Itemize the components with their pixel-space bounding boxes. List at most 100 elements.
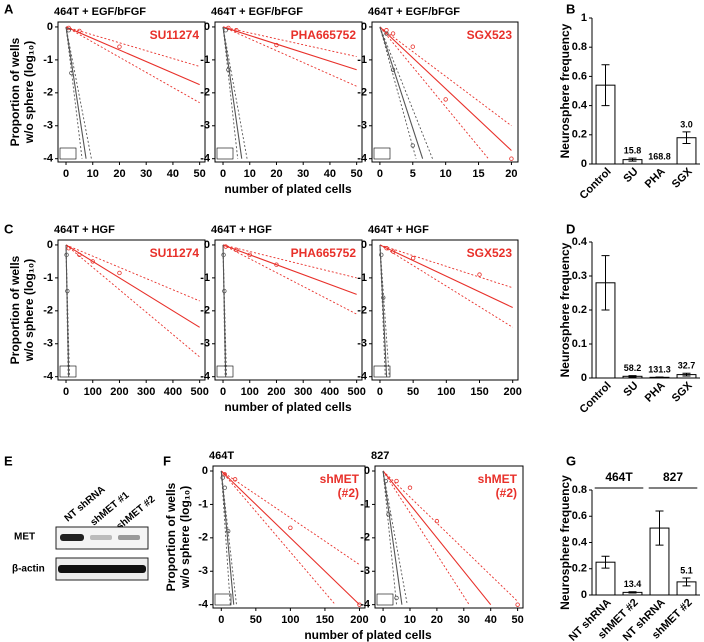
x-axis-label: number of plated cells (224, 400, 352, 414)
x-tick-label: 15 (472, 168, 484, 180)
fit-line (222, 26, 357, 87)
x-tick-label: 200 (267, 386, 285, 398)
fit-line (65, 26, 200, 67)
plot-frame (371, 239, 519, 381)
fit-line (222, 244, 357, 279)
fit-line (222, 244, 357, 295)
x-tick-label: SU (621, 380, 640, 399)
data-point (225, 528, 231, 534)
data-point (66, 28, 71, 33)
chart-title: 464T + HGF (211, 224, 272, 236)
y-tick-label: 0.4 (572, 100, 588, 112)
fit-line (220, 470, 235, 605)
data-point (390, 31, 396, 36)
data-point (394, 478, 399, 484)
fit-line (220, 470, 231, 605)
fit-line (222, 26, 357, 58)
data-point (477, 272, 482, 277)
legend-box (214, 593, 232, 606)
panel-label: E (4, 453, 13, 468)
data-point (234, 247, 239, 253)
x-axis-label: number of plated cells (224, 182, 352, 196)
y-tick-label: 0 (202, 465, 208, 477)
blot-band (58, 565, 146, 573)
x-tick-label: 30 (458, 614, 470, 626)
chart-title: 464T + EGF/bFGF (211, 6, 303, 18)
y-axis-label: Neurosphere frequency (558, 475, 572, 610)
data-point (391, 249, 396, 254)
data-point (384, 31, 389, 36)
x-tick-label: 150 (316, 614, 334, 626)
data-point (221, 252, 226, 258)
legend-box (59, 365, 77, 378)
x-tick-label: 50 (511, 614, 523, 626)
x-tick-label: 30 (297, 168, 309, 180)
y-axis-label: Neurosphere frequency (558, 242, 572, 377)
panel-label: B (566, 1, 575, 16)
error-bar (628, 157, 637, 162)
panel-label: D (566, 221, 575, 236)
data-point (390, 67, 396, 72)
y-tick-label: 0.2 (572, 563, 587, 575)
fit-line (220, 470, 336, 605)
y-tick-label: 0.3 (572, 270, 587, 282)
panel-label: F (163, 453, 171, 468)
annotation: SU11274 (150, 246, 200, 260)
data-point (515, 602, 520, 607)
data-point (247, 252, 252, 258)
fit-line (222, 244, 227, 377)
y-tick-label: -4 (43, 153, 54, 165)
fit-line (382, 470, 397, 605)
y-tick-label: 0.4 (572, 236, 588, 248)
fit-line (220, 470, 360, 606)
error-bar (682, 577, 691, 587)
error-bar (601, 255, 610, 311)
chart-title: 464T + EGF/bFGF (368, 6, 460, 18)
fit-line (65, 26, 200, 86)
fit-line (222, 26, 243, 159)
data-point (288, 525, 293, 531)
data-point (386, 512, 391, 517)
data-point (66, 25, 71, 31)
x-tick-label: 200 (350, 614, 368, 626)
fit-line (222, 26, 248, 159)
fit-line (220, 470, 237, 605)
value-annotation: 32.7 (678, 361, 696, 371)
error-bar (601, 555, 610, 569)
value-annotation: 131.3 (648, 364, 671, 374)
y-tick-label: -2 (200, 305, 210, 317)
data-point (383, 478, 388, 484)
x-tick-label: 150 (470, 386, 488, 398)
x-tick-label: 200 (504, 386, 522, 398)
x-tick-label: 200 (110, 386, 128, 398)
y-tick-label: 0 (47, 21, 53, 33)
data-point (410, 44, 415, 49)
chart-title: 464T + HGF (368, 224, 429, 236)
x-tick-label: 500 (347, 386, 365, 398)
plot-frame (214, 239, 363, 381)
legend-box (373, 147, 391, 160)
y-tick-label: 1 (581, 12, 587, 24)
y-tick-label: -1 (200, 54, 210, 66)
legend-box (216, 365, 234, 378)
data-point (407, 485, 413, 490)
data-point (64, 252, 69, 258)
fit-line (222, 26, 357, 71)
panel-label: A (4, 1, 14, 16)
fit-line (65, 244, 200, 328)
blot-band (60, 534, 84, 541)
x-tick-label: 50 (250, 614, 262, 626)
x-tick-label: 20 (505, 168, 517, 180)
fit-line (65, 26, 92, 159)
data-point (381, 295, 386, 300)
y-tick-label: -1 (360, 498, 370, 510)
y-tick-label: 0.4 (572, 536, 588, 548)
plot-frame (57, 21, 206, 163)
y-tick-label: 0 (581, 372, 587, 384)
blot-band (118, 535, 140, 540)
y-tick-label: -4 (360, 599, 371, 611)
data-point (384, 246, 389, 251)
x-tick-label: 40 (485, 614, 497, 626)
annotation: shMET (320, 472, 360, 486)
x-tick-label: Control (578, 166, 614, 202)
